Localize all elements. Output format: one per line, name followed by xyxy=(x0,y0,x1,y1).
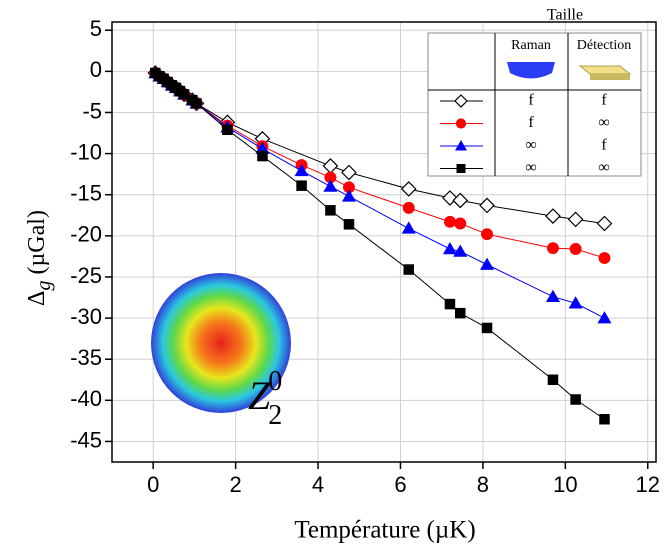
marker xyxy=(341,189,356,202)
x-tick-label: 2 xyxy=(230,472,242,497)
marker xyxy=(456,164,466,173)
marker xyxy=(294,163,309,177)
marker xyxy=(296,180,307,191)
legend-cell: ∞ xyxy=(598,114,609,131)
marker xyxy=(341,164,357,181)
marker xyxy=(568,296,583,309)
y-tick-label: -10 xyxy=(70,139,102,164)
legend: Taille Raman Détection f ff ∞∞ f∞ ∞ xyxy=(427,7,642,177)
x-tick-label: 4 xyxy=(312,472,324,497)
legend-cell: ∞ xyxy=(525,159,536,176)
legend-cell: f xyxy=(601,92,607,109)
marker xyxy=(343,219,355,230)
marker xyxy=(570,394,581,405)
y-axis-title: Δg (µGal) xyxy=(24,210,55,306)
inset-image xyxy=(151,273,291,413)
y-tick-label: -15 xyxy=(70,181,102,206)
inset-label-base: Z xyxy=(248,373,271,418)
x-tick-label: 0 xyxy=(147,472,159,497)
marker xyxy=(547,242,559,255)
legend-cell: ∞ xyxy=(598,159,609,176)
x-axis-title: Température (µK) xyxy=(294,517,475,544)
y-tick-label: -45 xyxy=(70,427,102,452)
marker xyxy=(257,150,268,162)
x-tick-label: 12 xyxy=(636,472,660,497)
marker xyxy=(452,192,469,209)
y-tick-label: 5 xyxy=(90,16,102,41)
x-tick-label: 8 xyxy=(477,472,489,497)
y-axis-symbol: Δ xyxy=(24,291,50,306)
marker xyxy=(323,179,338,192)
marker xyxy=(479,197,495,214)
y-axis-unit: (µGal) xyxy=(24,210,50,274)
marker xyxy=(598,252,611,264)
legend-column: Raman xyxy=(511,38,551,53)
marker xyxy=(455,140,467,151)
marker xyxy=(222,124,233,135)
y-tick-label: -30 xyxy=(70,304,102,329)
marker xyxy=(596,215,613,232)
marker xyxy=(442,241,457,255)
y-tick-label: -35 xyxy=(70,345,102,370)
marker xyxy=(454,94,468,108)
marker xyxy=(481,322,493,334)
y-tick-label: -40 xyxy=(70,386,102,411)
x-tick-label: 10 xyxy=(553,472,577,497)
marker xyxy=(569,243,582,255)
marker xyxy=(455,118,467,129)
y-tick-label: -25 xyxy=(70,263,102,288)
legend-cell: f xyxy=(528,114,534,131)
marker xyxy=(401,221,416,234)
y-tick-label: -20 xyxy=(70,222,102,247)
marker xyxy=(454,217,467,230)
marker xyxy=(178,89,190,100)
inset-label: Z20 xyxy=(248,366,282,431)
y-axis-sub: g xyxy=(33,281,55,291)
marker xyxy=(567,211,584,228)
marker xyxy=(545,289,560,302)
marker xyxy=(453,244,468,257)
marker xyxy=(343,181,355,194)
legend-cell: f xyxy=(528,92,534,109)
x-tick-label: 6 xyxy=(394,472,406,497)
legend-title: Taille xyxy=(547,7,583,24)
legend-cell: f xyxy=(601,137,607,154)
marker xyxy=(454,307,466,319)
marker xyxy=(322,158,339,174)
marker xyxy=(481,228,493,241)
marker xyxy=(325,205,336,216)
y-tick-label: -5 xyxy=(82,98,102,123)
marker xyxy=(324,171,337,184)
marker xyxy=(444,298,456,310)
raman-icon xyxy=(507,62,555,79)
legend-cell: ∞ xyxy=(525,137,536,154)
marker xyxy=(191,98,202,109)
legend-column: Détection xyxy=(577,38,631,53)
y-tick-label: 0 xyxy=(90,57,102,82)
marker xyxy=(547,374,559,386)
marker xyxy=(545,208,561,224)
marker xyxy=(443,215,456,228)
marker xyxy=(599,413,610,425)
marker xyxy=(403,264,414,275)
plot-frame xyxy=(111,21,657,463)
detection-icon xyxy=(590,74,630,80)
inset-label-sup: 0 xyxy=(268,366,282,397)
marker xyxy=(402,201,415,214)
marker xyxy=(400,181,417,197)
inset-label-sub: 2 xyxy=(268,400,282,431)
marker xyxy=(597,311,612,324)
marker xyxy=(480,257,495,270)
